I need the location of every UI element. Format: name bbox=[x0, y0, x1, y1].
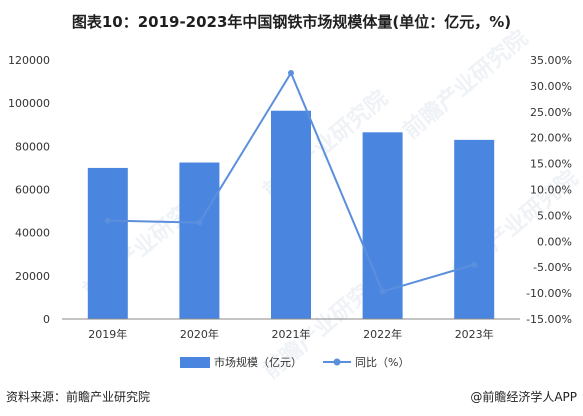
y-left-tick-label: 100000 bbox=[8, 97, 50, 110]
x-tick-label: 2023年 bbox=[455, 327, 494, 341]
x-tick-label: 2020年 bbox=[180, 327, 219, 341]
x-tick-label: 2021年 bbox=[272, 327, 311, 341]
yoy-point-2023年 bbox=[471, 261, 478, 268]
bar-2020年 bbox=[179, 162, 220, 319]
y-left-tick-label: 80000 bbox=[15, 140, 50, 153]
y-left-tick-label: 40000 bbox=[15, 227, 50, 240]
y-left-tick-label: 20000 bbox=[15, 270, 50, 283]
yoy-point-2019年 bbox=[104, 217, 111, 224]
legend: 市场规模（亿元） 同比（%） bbox=[180, 355, 409, 369]
y-right-tick-label: -5.00% bbox=[533, 261, 572, 274]
y-right-tick-label: 10.00% bbox=[530, 184, 572, 197]
x-tick-label: 2019年 bbox=[88, 327, 127, 341]
bar-series bbox=[87, 110, 495, 320]
y-right-tick-label: -15.00% bbox=[526, 313, 572, 326]
legend-line-marker bbox=[333, 358, 341, 366]
y-left-tick-label: 0 bbox=[43, 313, 50, 326]
chart-title: 图表10：2019-2023年中国钢铁市场规模体量(单位：亿元，%) bbox=[71, 13, 512, 31]
y-right-tick-label: 20.00% bbox=[530, 132, 572, 145]
yoy-point-2020年 bbox=[196, 219, 203, 226]
brand-credit: @前瞻经济学人APP bbox=[470, 390, 577, 404]
y-right-tick-label: 25.00% bbox=[530, 106, 572, 119]
y-left-tick-label: 120000 bbox=[8, 54, 50, 67]
y-right-tick-label: 30.00% bbox=[530, 80, 572, 93]
bar-2019年 bbox=[87, 167, 128, 319]
legend-bar-label: 市场规模（亿元） bbox=[214, 355, 302, 369]
y-right-tick-label: 5.00% bbox=[537, 209, 572, 222]
legend-bar-swatch bbox=[180, 357, 210, 368]
y-right-tick-label: 35.00% bbox=[530, 54, 572, 67]
y-right-tick-label: -10.00% bbox=[526, 287, 572, 300]
y-left-tick-label: 60000 bbox=[15, 184, 50, 197]
legend-line-label: 同比（%） bbox=[355, 356, 409, 369]
y-right-tick-label: 0.00% bbox=[537, 235, 572, 248]
bar-2023年 bbox=[454, 139, 495, 319]
watermark-text: 前瞻产业研究院 bbox=[398, 25, 533, 144]
x-tick-label: 2022年 bbox=[363, 327, 402, 341]
source-note: 资料来源：前瞻产业研究院 bbox=[6, 390, 151, 404]
y-right-tick-label: 15.00% bbox=[530, 158, 572, 171]
yoy-point-2021年 bbox=[288, 69, 294, 76]
yoy-point-2022年 bbox=[379, 288, 386, 295]
line-series bbox=[104, 69, 478, 295]
axes: 0 20000 40000 60000 80000 100000 120000 -15.00%… bbox=[8, 54, 572, 341]
bar-2021年 bbox=[271, 110, 311, 320]
